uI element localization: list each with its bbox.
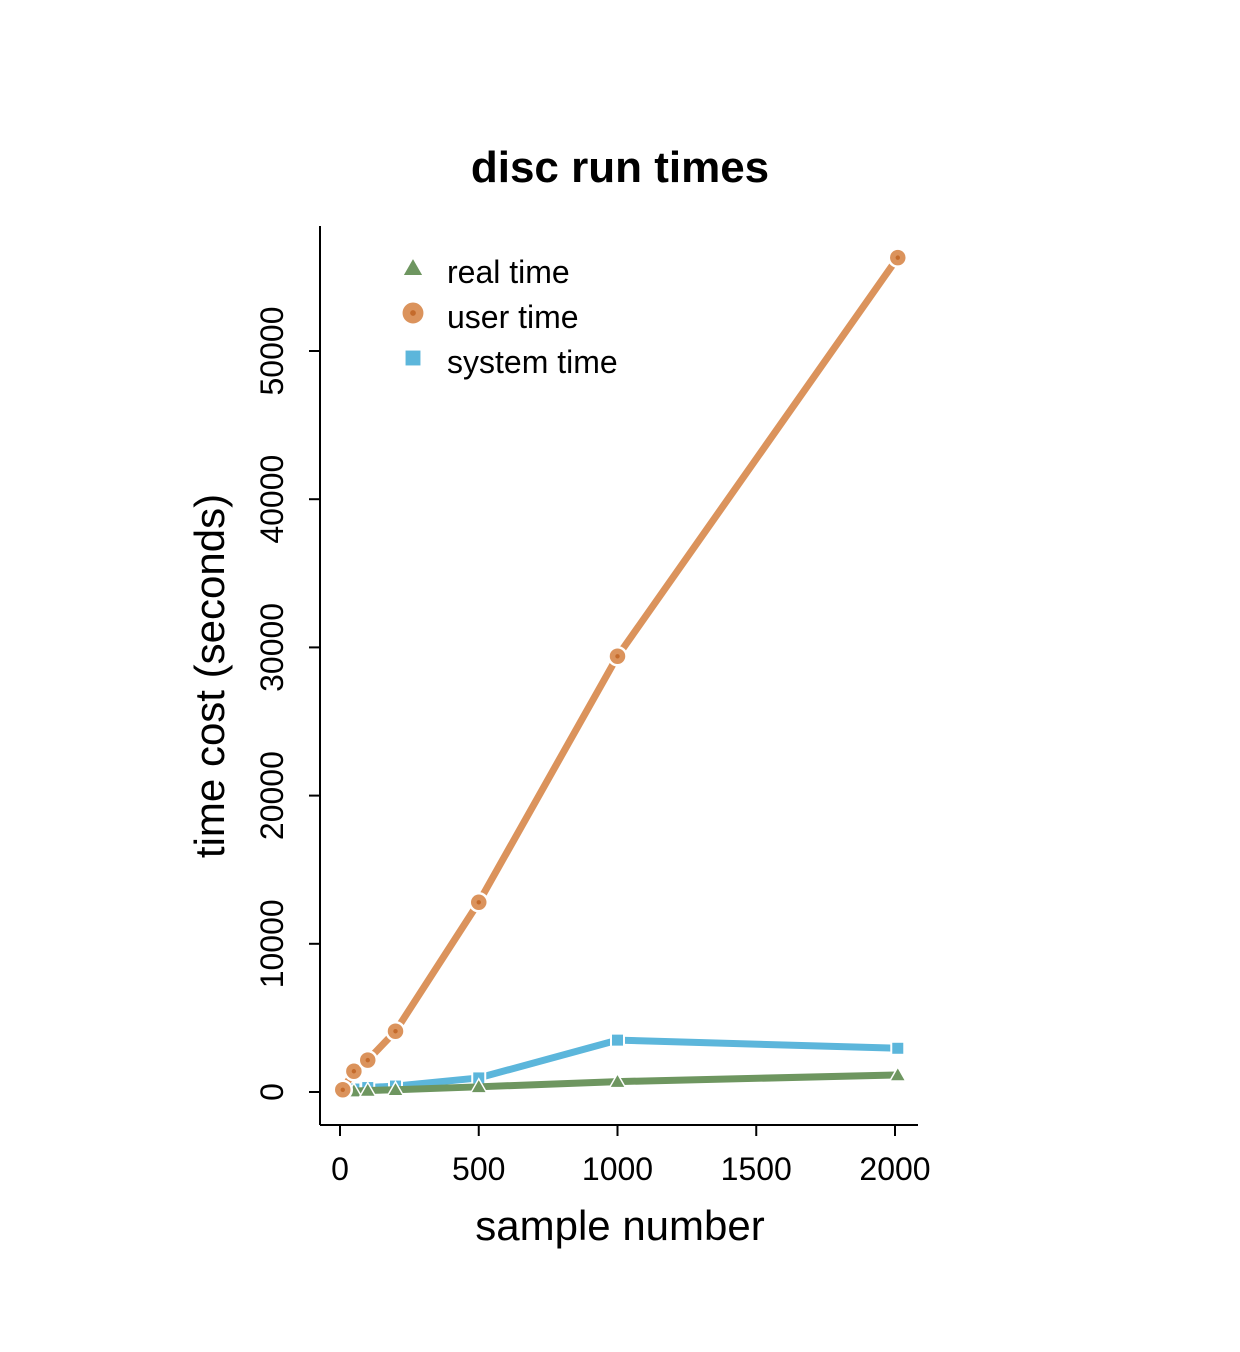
data-point bbox=[890, 1040, 906, 1056]
legend-label: user time bbox=[447, 299, 579, 335]
data-point bbox=[469, 1077, 489, 1094]
y-tick-label: 10000 bbox=[254, 899, 290, 988]
x-axis-label: sample number bbox=[475, 1202, 764, 1249]
x-tick-label: 1500 bbox=[721, 1151, 792, 1187]
data-point bbox=[610, 1032, 625, 1048]
data-point bbox=[358, 1081, 378, 1098]
legend-marker bbox=[401, 256, 425, 277]
legend-label: system time bbox=[447, 344, 618, 380]
series-layer bbox=[332, 247, 909, 1101]
legend-item: system time bbox=[403, 344, 618, 380]
data-point bbox=[343, 1061, 365, 1082]
data-point bbox=[386, 1080, 405, 1097]
legend-item: real time bbox=[401, 254, 570, 290]
y-tick-label: 40000 bbox=[254, 455, 290, 544]
y-tick-label: 0 bbox=[254, 1083, 290, 1101]
axes bbox=[319, 226, 918, 1126]
x-tick-label: 1000 bbox=[582, 1151, 653, 1187]
data-point bbox=[607, 646, 628, 667]
data-point bbox=[332, 1079, 354, 1101]
x-tick-label: 2000 bbox=[859, 1151, 930, 1187]
series-user-time bbox=[332, 247, 909, 1101]
legend-marker bbox=[403, 348, 423, 368]
legend-label: real time bbox=[447, 254, 570, 290]
x-tick-label: 0 bbox=[331, 1151, 349, 1187]
data-point bbox=[887, 247, 909, 268]
legend-item: user time bbox=[400, 299, 579, 335]
data-point bbox=[468, 892, 489, 913]
legend-marker bbox=[400, 300, 426, 326]
y-tick-label: 20000 bbox=[254, 751, 290, 840]
data-point bbox=[357, 1049, 378, 1071]
y-ticks: 0 10000 20000 30000 40000 50000 bbox=[254, 307, 320, 1101]
data-point bbox=[608, 1072, 627, 1089]
x-ticks: 0 500 1000 1500 2000 bbox=[331, 1125, 931, 1187]
y-tick-label: 50000 bbox=[254, 307, 290, 396]
series-line bbox=[339, 254, 902, 1094]
data-point bbox=[888, 1065, 908, 1082]
y-tick-label: 30000 bbox=[254, 603, 290, 692]
x-tick-label: 500 bbox=[452, 1151, 505, 1187]
legend: real time user time system time bbox=[400, 254, 618, 380]
y-axis-label: time cost (seconds) bbox=[186, 494, 233, 858]
data-point bbox=[385, 1020, 406, 1042]
chart-title: disc run times bbox=[471, 143, 769, 192]
